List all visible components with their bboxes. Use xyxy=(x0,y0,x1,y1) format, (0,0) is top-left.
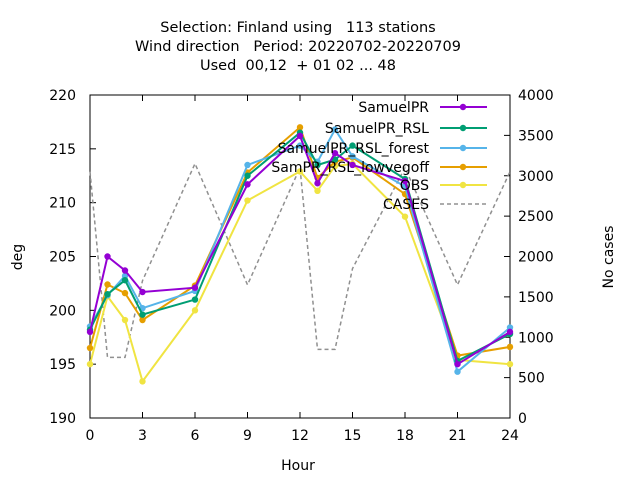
legend-swatch-marker xyxy=(459,103,467,111)
series-layer xyxy=(86,124,514,385)
legend-swatch-marker xyxy=(459,144,467,152)
y-tick-label: 190 xyxy=(49,411,76,427)
y2-tick-label: 1500 xyxy=(518,290,554,306)
data-point-sampr-rsl-lowvegoff xyxy=(296,124,304,131)
data-point-sampr-rsl-lowvegoff xyxy=(86,344,94,352)
y-tick-label: 215 xyxy=(49,142,76,158)
y-tick-label: 220 xyxy=(49,88,76,104)
data-point-obs xyxy=(121,316,129,324)
legend-swatch-marker xyxy=(459,124,467,132)
data-point-obs xyxy=(314,187,321,195)
data-point-samuelpr-rsl-forest xyxy=(349,153,356,160)
legend-label-obs: OBS xyxy=(400,178,429,194)
chart-title: Selection: Finland using 113 stations Wi… xyxy=(135,20,461,74)
data-point-samuelpr xyxy=(454,360,461,368)
y2-axis-label: No cases xyxy=(601,226,617,289)
legend-label-cases: CASES xyxy=(383,197,429,213)
y2-tick-label: 3000 xyxy=(518,169,554,185)
legend-entry-samuelpr-rsl: SamuelPR_RSL xyxy=(325,121,487,137)
legend-swatch-marker xyxy=(459,181,467,189)
data-point-obs xyxy=(296,168,304,175)
data-point-samuelpr xyxy=(314,180,321,187)
x-axis-label: Hour xyxy=(281,458,315,474)
data-point-samuelpr xyxy=(104,253,111,260)
data-point-obs xyxy=(506,360,514,368)
y-tick-label: 205 xyxy=(49,250,76,266)
x-tick-label: 6 xyxy=(191,428,200,444)
data-point-sampr-rsl-lowvegoff xyxy=(139,316,146,324)
data-point-samuelpr-rsl-forest xyxy=(244,161,251,169)
title-line-2: Wind direction Period: 20220702-20220709 xyxy=(135,39,461,55)
y2-tick-label: 4000 xyxy=(518,88,554,104)
legend-label-samuelpr-rsl: SamuelPR_RSL xyxy=(325,121,429,137)
y2-tick-label: 0 xyxy=(518,411,527,427)
legend-label-samuelpr-rsl-forest: SamuelPR_RSL_forest xyxy=(278,141,430,157)
x-tick-label: 0 xyxy=(86,428,95,444)
y-tick-label: 195 xyxy=(49,357,76,373)
axes: 0 3 6 9 12 15 18 21 24 190 195 200 205 210 215 220 0 500 1… xyxy=(49,88,553,444)
legend-label-sampr-rsl-lowvegoff: SamPR_RSL_lowvegoff xyxy=(271,160,429,176)
legend: SamuelPR SamuelPR_RSL SamuelPR_RSL_fores… xyxy=(271,100,487,213)
data-point-samuelpr xyxy=(506,328,514,336)
data-point-samuelpr-rsl xyxy=(244,172,251,179)
data-point-samuelpr-rsl xyxy=(314,161,321,169)
data-point-samuelpr-rsl xyxy=(139,311,146,318)
series-line-cases xyxy=(89,161,511,359)
data-point-samuelpr-rsl-forest xyxy=(454,368,461,375)
data-point-samuelpr xyxy=(139,288,146,296)
series-line-obs xyxy=(89,162,511,384)
data-point-samuelpr-rsl xyxy=(104,290,111,298)
data-point-samuelpr xyxy=(86,328,94,336)
data-point-samuelpr xyxy=(349,161,356,169)
y2-tick-label: 2500 xyxy=(518,209,554,225)
data-point-samuelpr xyxy=(121,267,129,274)
y2-tick-label: 500 xyxy=(518,371,545,387)
data-point-samuelpr-rsl xyxy=(349,142,356,149)
legend-entry-samuelpr-rsl-forest: SamuelPR_RSL_forest xyxy=(278,141,487,157)
legend-entry-sampr-rsl-lowvegoff: SamPR_RSL_lowvegoff xyxy=(271,160,487,176)
legend-entry-obs: OBS xyxy=(400,178,487,194)
data-point-obs xyxy=(401,213,409,220)
data-point-samuelpr xyxy=(331,149,339,157)
data-point-samuelpr xyxy=(401,177,409,185)
x-tick-label: 18 xyxy=(396,428,414,444)
title-line-3: Used 00,12 + 01 02 ... 48 xyxy=(200,58,396,74)
legend-entry-cases: CASES xyxy=(383,197,487,213)
y2-tick-label: 1000 xyxy=(518,330,554,346)
data-point-samuelpr xyxy=(296,132,304,140)
x-tick-label: 21 xyxy=(449,428,467,444)
data-point-sampr-rsl-lowvegoff xyxy=(104,281,111,288)
data-point-sampr-rsl-lowvegoff xyxy=(506,343,514,351)
x-tick-label: 15 xyxy=(344,428,362,444)
legend-swatch-marker xyxy=(459,163,467,171)
data-point-samuelpr-rsl xyxy=(121,276,129,284)
data-point-obs xyxy=(139,378,146,385)
x-tick-label: 3 xyxy=(138,428,147,444)
data-point-obs xyxy=(191,307,199,314)
y2-tick-label: 3500 xyxy=(518,128,554,144)
x-tick-label: 12 xyxy=(291,428,309,444)
data-point-samuelpr-rsl-forest xyxy=(296,142,304,149)
x-tick-label: 9 xyxy=(243,428,252,444)
data-point-samuelpr xyxy=(191,284,199,291)
legend-label-samuelpr: SamuelPR xyxy=(358,100,429,116)
data-point-samuelpr-rsl xyxy=(191,296,199,303)
legend-entry-samuelpr: SamuelPR xyxy=(358,100,487,116)
data-point-samuelpr-rsl xyxy=(331,156,339,163)
y-axis-label: deg xyxy=(10,244,26,270)
data-point-obs xyxy=(244,197,251,204)
y2-tick-label: 2000 xyxy=(518,250,554,266)
title-line-1: Selection: Finland using 113 stations xyxy=(160,20,435,36)
y-tick-label: 210 xyxy=(49,196,76,212)
data-point-sampr-rsl-lowvegoff xyxy=(121,289,129,297)
x-tick-label: 24 xyxy=(501,428,519,444)
data-point-samuelpr xyxy=(244,181,251,188)
data-point-samuelpr-rsl-forest xyxy=(331,126,339,133)
data-point-obs xyxy=(86,360,94,368)
y-tick-label: 200 xyxy=(49,303,76,319)
